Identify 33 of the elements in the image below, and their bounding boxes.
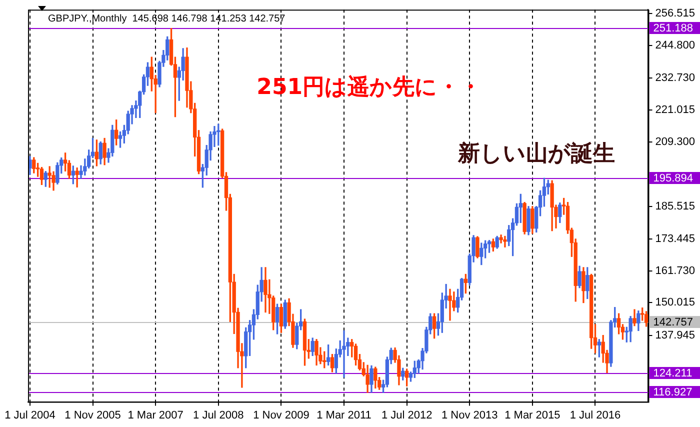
x-tick-label: 1 Jul 2012 bbox=[381, 409, 432, 422]
x-tick-label: 1 Nov 2005 bbox=[64, 409, 121, 422]
y-tick-label: 161.730 bbox=[655, 264, 696, 277]
y-tick-label: 173.445 bbox=[655, 233, 696, 246]
x-tick-label: 1 Jul 2008 bbox=[193, 409, 244, 422]
x-tick-label: 1 Jul 2016 bbox=[570, 409, 621, 422]
x-tick-label: 1 Nov 2013 bbox=[441, 409, 498, 422]
x-tick-label: 1 Mar 2007 bbox=[128, 409, 184, 422]
ref-line-label: 251.188 bbox=[653, 22, 694, 35]
y-tick-label: 221.015 bbox=[655, 104, 696, 116]
ref-line-label: 142.757 bbox=[653, 316, 694, 329]
x-tick-label: 1 Mar 2015 bbox=[504, 409, 560, 422]
annotation: 251円は遥か先に・・ bbox=[256, 74, 482, 100]
annotation: 新しい山が誕生 bbox=[457, 140, 616, 166]
x-tick-label: 1 Nov 2009 bbox=[253, 409, 310, 422]
y-tick-label: 209.300 bbox=[655, 136, 696, 148]
y-tick-label: 150.015 bbox=[655, 296, 696, 309]
ref-line-label: 116.927 bbox=[653, 386, 692, 399]
y-tick-label: 244.800 bbox=[655, 39, 696, 52]
candlestick bbox=[499, 234, 503, 244]
ref-line-label: 195.894 bbox=[653, 172, 694, 185]
y-tick-label: 232.730 bbox=[655, 72, 696, 84]
candlestick bbox=[448, 288, 452, 321]
candlestick bbox=[342, 330, 346, 378]
candlestick bbox=[503, 236, 507, 248]
x-tick-label: 1 Jul 2004 bbox=[4, 409, 56, 422]
y-tick-label: 256.515 bbox=[655, 8, 696, 20]
candlestick bbox=[75, 168, 79, 188]
y-tick-label: 185.515 bbox=[655, 200, 696, 212]
chart-title: GBPJPY.,Monthly 145.698 146.798 141.253 142.757 bbox=[48, 13, 286, 24]
y-tick-label: 137.945 bbox=[655, 329, 696, 342]
ref-line-label: 124.211 bbox=[653, 368, 692, 380]
x-tick-label: 1 Mar 2011 bbox=[316, 409, 372, 422]
